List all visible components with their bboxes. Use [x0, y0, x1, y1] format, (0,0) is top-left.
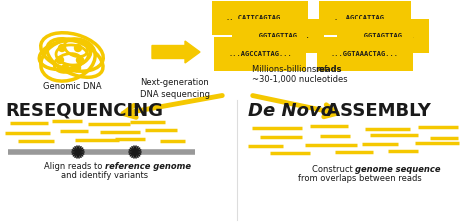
Circle shape	[56, 57, 64, 63]
Text: from overlaps between reads: from overlaps between reads	[298, 174, 422, 183]
Circle shape	[62, 65, 69, 71]
Circle shape	[74, 44, 82, 52]
Text: RESEQUENCING: RESEQUENCING	[5, 102, 163, 120]
Circle shape	[58, 44, 65, 52]
FancyArrow shape	[152, 41, 200, 63]
Text: Construct: Construct	[311, 165, 355, 174]
Text: ~30-1,000 nucleotides: ~30-1,000 nucleotides	[252, 75, 347, 84]
Text: Genomic DNA: Genomic DNA	[43, 82, 101, 91]
Circle shape	[73, 65, 81, 71]
Text: ...GGTAAACTAG...: ...GGTAAACTAG...	[331, 51, 399, 57]
Text: genome sequence: genome sequence	[355, 165, 440, 174]
Text: Next-generation
DNA sequencing: Next-generation DNA sequencing	[140, 78, 210, 99]
Text: ...GGTAGTTAG...: ...GGTAGTTAG...	[246, 33, 310, 39]
Text: ASSEMBLY: ASSEMBLY	[320, 102, 431, 120]
Circle shape	[76, 57, 83, 63]
Text: ...AGCCATTAG...: ...AGCCATTAG...	[228, 51, 292, 57]
Text: Align reads to: Align reads to	[44, 162, 105, 171]
Text: and identify variants: and identify variants	[62, 171, 148, 180]
Text: De Novo: De Novo	[248, 102, 333, 120]
Text: reads: reads	[315, 65, 341, 74]
Text: Millions-billions of: Millions-billions of	[252, 65, 330, 74]
Text: ...CATTCAGTAG...: ...CATTCAGTAG...	[226, 15, 294, 21]
Text: reference genome: reference genome	[105, 162, 191, 171]
Text: ...AGCCATTAG...: ...AGCCATTAG...	[333, 15, 397, 21]
Text: ...GGTAGTTAG...: ...GGTAGTTAG...	[351, 33, 415, 39]
